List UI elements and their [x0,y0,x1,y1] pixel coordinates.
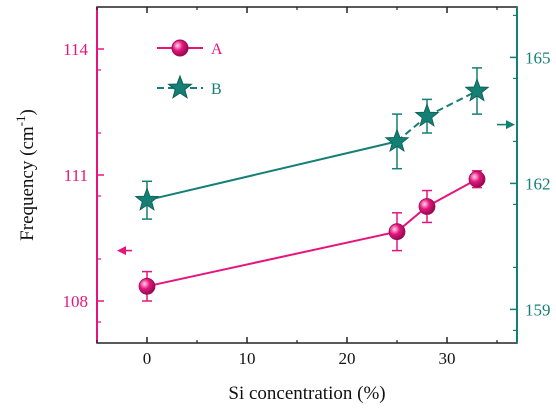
axis-arrows [117,120,515,256]
arrow-right-head [506,120,515,130]
right-y-tick-label: 162 [525,174,551,193]
legend-swatch-b-marker [167,74,193,99]
series-b-point [414,103,440,127]
right-y-tick-label: 165 [525,48,551,67]
series-a-point [418,198,436,215]
series-b-line-segment [426,90,478,118]
series-b-point [134,187,160,211]
right-y-tick-label: 159 [525,300,551,319]
y-axis-label-left-main: Frequency (cm [17,126,38,241]
x-tick-label: 10 [239,349,256,368]
plot-frame [96,6,518,344]
legend-label-a: A [211,41,223,58]
x-axis-ticks: 0 10 20 30 [96,7,498,368]
series-b-point [384,128,410,153]
y-axis-label-left: Frequency (cm-1) [13,109,38,241]
legend-label-b: B [211,81,222,98]
series-a-line-segment [426,178,478,208]
series-a-line-segment [146,230,398,288]
left-y-tick-label: 108 [63,292,89,311]
x-tick-label: 20 [339,349,356,368]
left-y-tick-label: 114 [63,40,88,59]
series-a-point [388,223,406,241]
series-b-point [464,77,490,102]
series-b-line-segment [146,140,398,202]
x-tick-label: 30 [439,349,456,368]
legend-swatch-a-marker [171,39,189,57]
x-axis-label: Si concentration (%) [228,383,385,404]
left-y-axis-ticks: 108 111 114 [63,40,104,323]
series-layer [134,67,490,302]
arrow-left-head [117,246,126,256]
series-a-point [138,277,156,295]
y-axis-label-left-superscript: -1 [13,116,28,127]
y-axis-label-left-close: ) [17,109,38,115]
legend: A B [157,39,223,99]
right-y-axis-ticks: 159 162 165 [510,14,551,331]
series-a-point [468,170,486,188]
left-y-tick-label: 111 [64,166,88,185]
x-tick-label: 0 [143,349,152,368]
